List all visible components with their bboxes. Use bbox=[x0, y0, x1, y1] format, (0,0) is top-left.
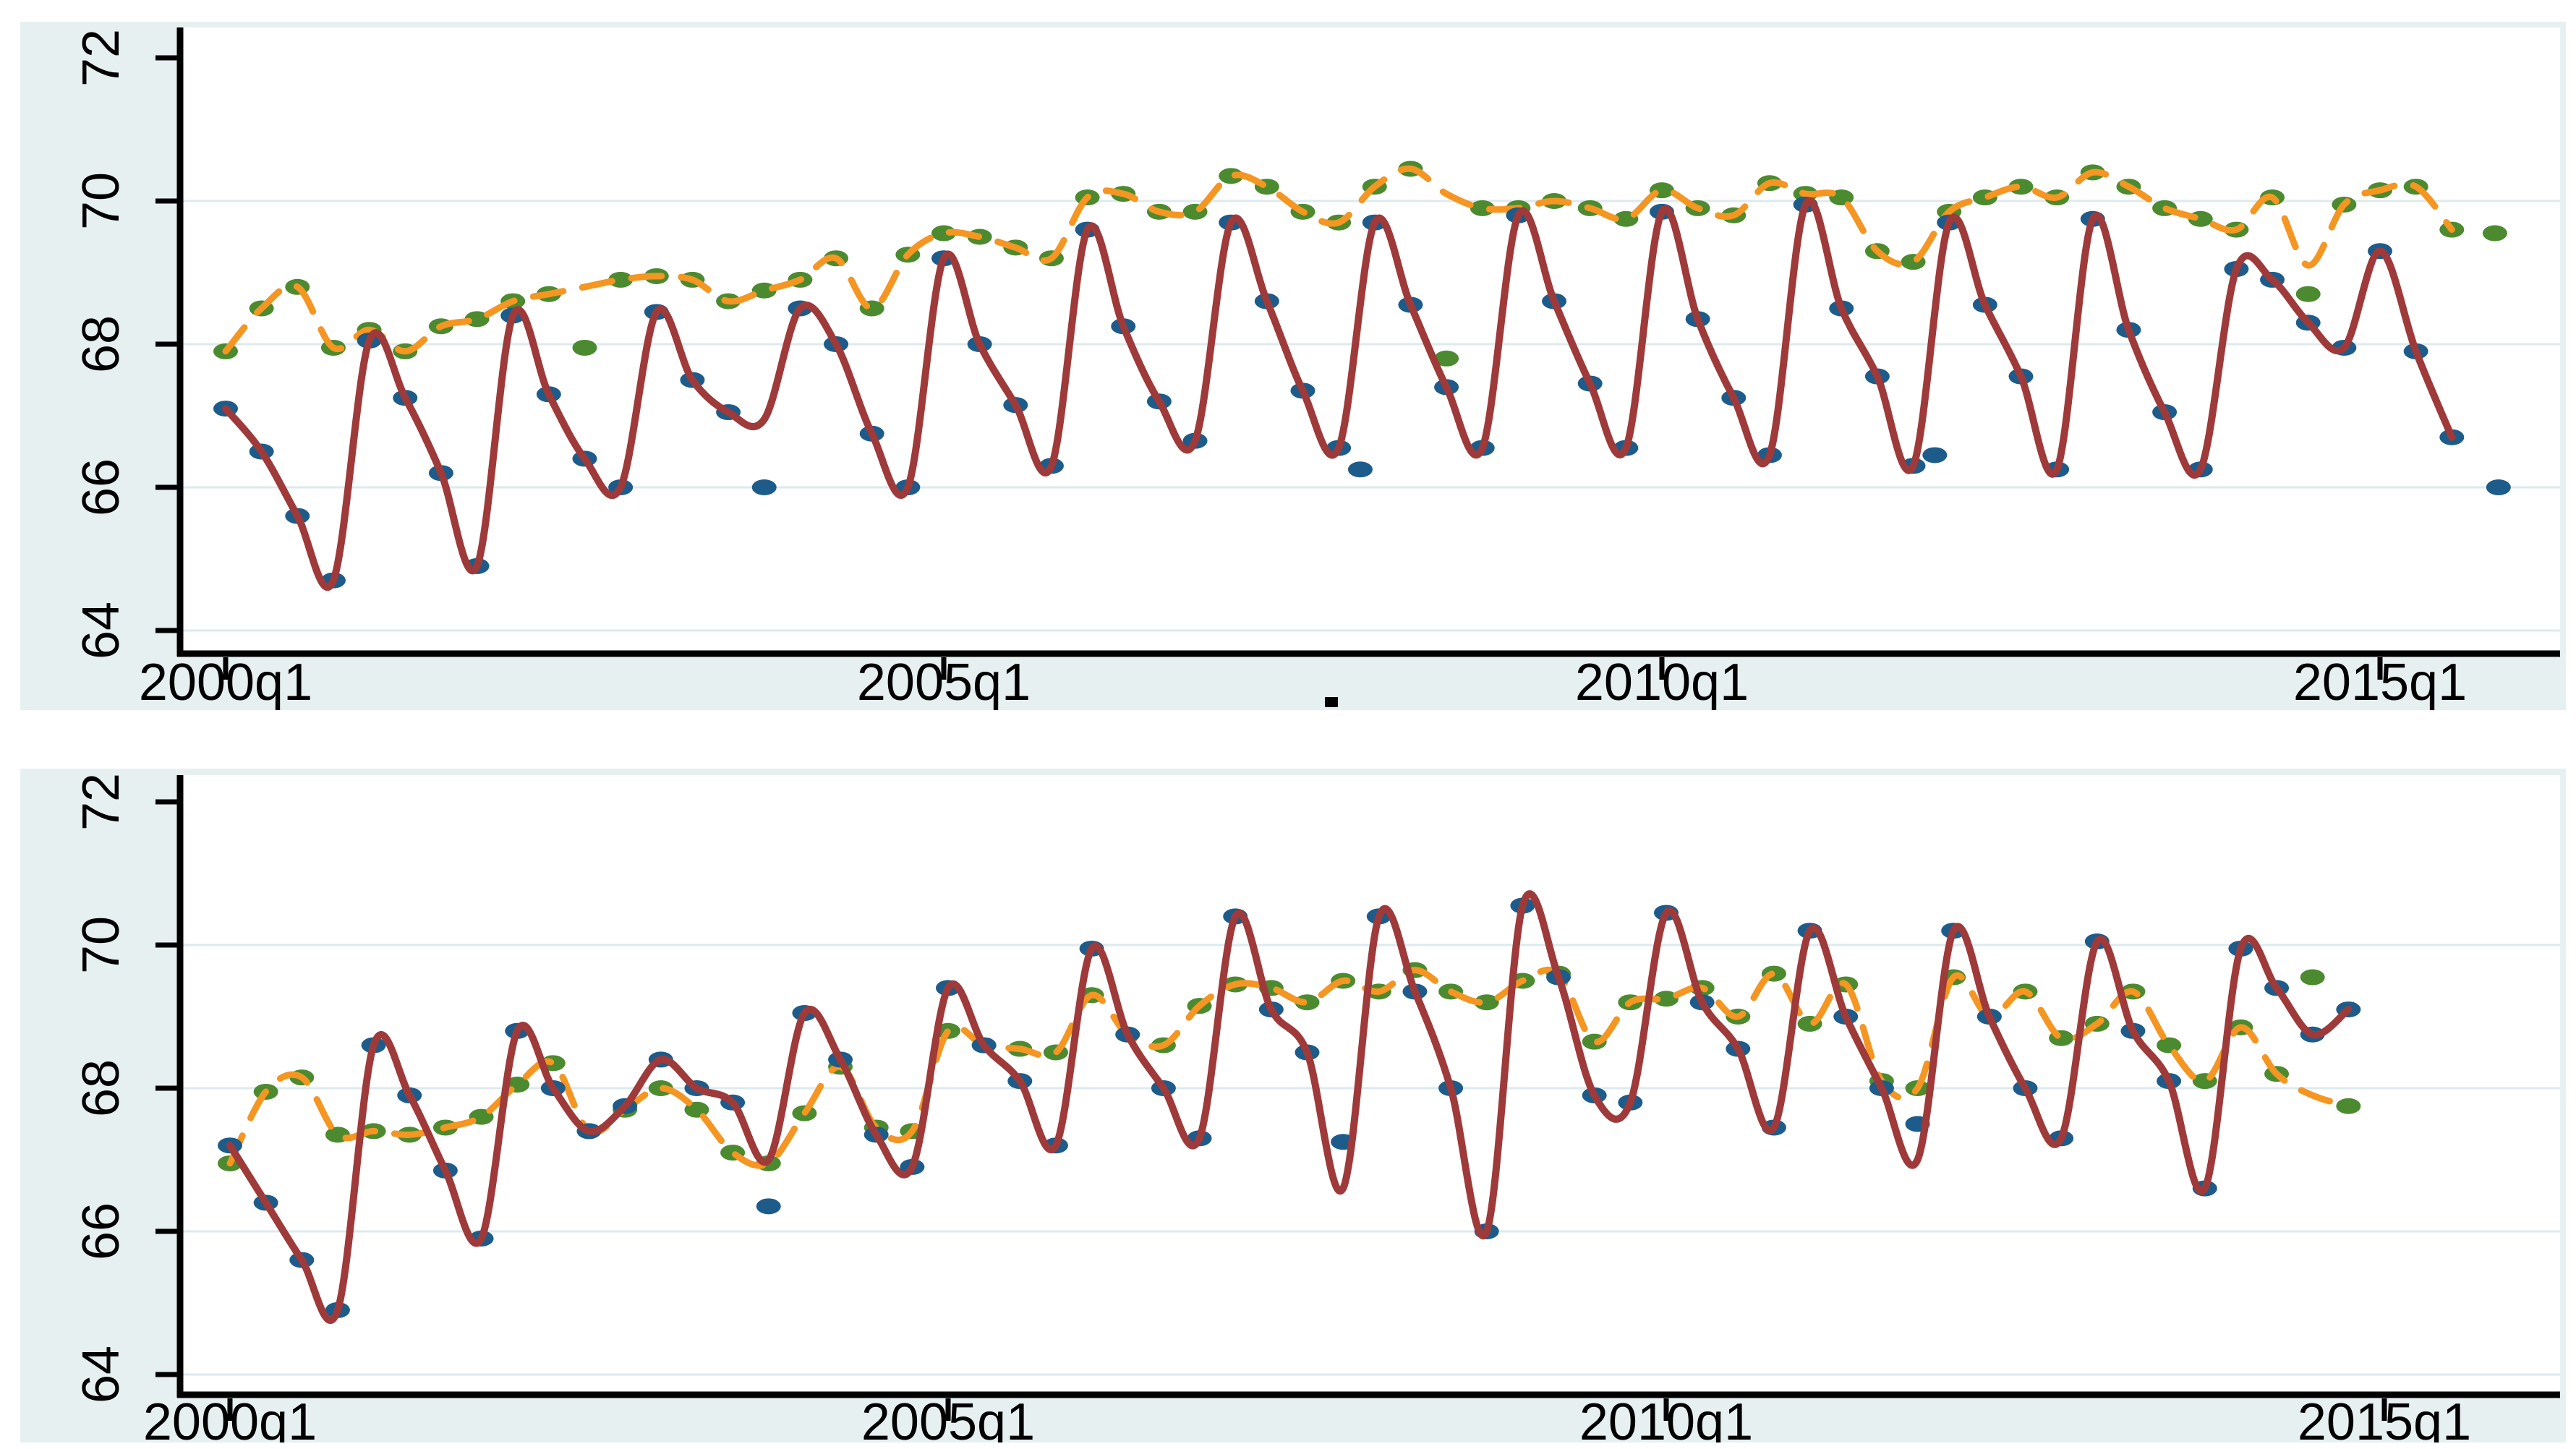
actual-quarterly-point bbox=[756, 1198, 781, 1215]
y-tick-label: 68 bbox=[72, 315, 130, 373]
y-tick-label: 66 bbox=[72, 1202, 130, 1260]
seasonally-adjusted-point bbox=[2008, 179, 2034, 195]
chart-panel-bottom: 72 70 68 66 64 2000q1 2005q1 2010q1 2015q1 bbox=[20, 769, 2566, 1442]
x-tick-label: 2015q1 bbox=[2298, 1393, 2471, 1442]
y-tick-label: 64 bbox=[72, 1346, 130, 1403]
chart-panel-top: 72 70 68 66 64 2000q1 2005q1 2010q1 2015q1 bbox=[20, 22, 2566, 710]
x-tick-label: 2010q1 bbox=[1575, 654, 1749, 710]
x-tick-label: 2005q1 bbox=[861, 1393, 1035, 1442]
seasonally-adjusted-outlier-point bbox=[2482, 225, 2507, 241]
series-actual-quarterly-line bbox=[226, 890, 2353, 1325]
y-tick-label: 66 bbox=[72, 458, 130, 516]
chart-bottom: 72 70 68 66 64 2000q1 2005q1 2010q1 2015q1 bbox=[72, 773, 2560, 1442]
series-seasonally-adjusted-line bbox=[222, 165, 2455, 355]
x-tick-label: 2000q1 bbox=[143, 1393, 317, 1442]
actual-quarterly-point bbox=[751, 479, 777, 495]
y-tick-label: 68 bbox=[72, 1059, 130, 1117]
x-tick-label: 2005q1 bbox=[857, 654, 1031, 710]
actual-quarterly-outlier-point bbox=[2486, 479, 2511, 495]
seasonally-adjusted-point bbox=[1474, 994, 1499, 1011]
axes: 72 70 68 66 64 2000q1 2005q1 2010q1 2015q1 bbox=[72, 773, 2560, 1442]
x-axis-title-dot bbox=[1325, 697, 1338, 707]
x-tick-label: 2010q1 bbox=[1579, 1393, 1753, 1442]
seasonally-adjusted-point bbox=[572, 339, 597, 356]
x-tick-label: 2000q1 bbox=[139, 654, 312, 710]
y-tick-label: 72 bbox=[72, 29, 130, 87]
y-tick-label: 64 bbox=[72, 602, 130, 659]
seasonally-adjusted-point bbox=[2336, 1098, 2361, 1114]
seasonally-adjusted-point bbox=[2295, 286, 2321, 302]
y-tick-label: 72 bbox=[72, 773, 130, 831]
seasonally-adjusted-point bbox=[2157, 1037, 2182, 1053]
series-actual-quarterly-line bbox=[222, 197, 2456, 591]
actual-quarterly-outlier-point bbox=[1347, 461, 1373, 478]
actual-quarterly-outlier-point bbox=[1922, 447, 1948, 463]
seasonally-adjusted-point bbox=[1434, 350, 1459, 367]
seasonally-adjusted-point bbox=[608, 271, 634, 288]
seasonally-adjusted-point bbox=[1654, 991, 1679, 1007]
y-tick-label: 70 bbox=[72, 916, 130, 974]
seasonally-adjusted-point bbox=[2300, 969, 2325, 986]
plot-area bbox=[182, 27, 2560, 654]
x-tick-label: 2015q1 bbox=[2293, 654, 2467, 710]
y-tick-label: 70 bbox=[72, 172, 130, 230]
